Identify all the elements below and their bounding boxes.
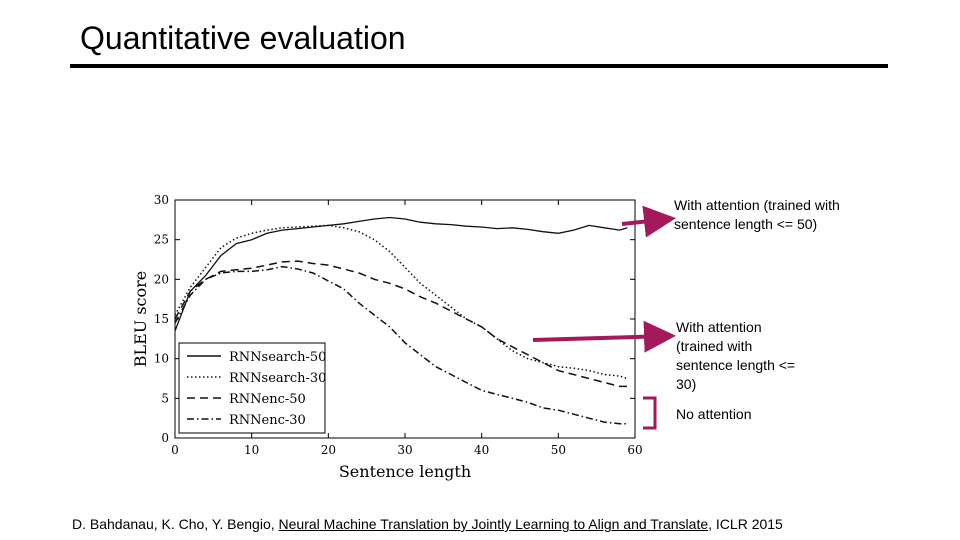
citation: D. Bahdanau, K. Cho, Y. Bengio, Neural M… (72, 516, 783, 532)
series-line-rnnenc-30 (174, 265, 628, 425)
legend-label: RNNenc-30 (229, 413, 306, 428)
y-tick-label: 15 (154, 312, 169, 326)
y-tick-label: 30 (154, 193, 169, 207)
x-axis-label: Sentence length (339, 462, 471, 481)
legend-label: RNNenc-50 (229, 392, 306, 407)
legend-label: RNNsearch-30 (229, 371, 326, 386)
series-line-rnnsearch-50 (174, 216, 628, 332)
title-underline (70, 64, 888, 68)
x-tick-label: 10 (244, 443, 259, 457)
series-line-rnnenc-50 (174, 260, 628, 388)
legend-box (178, 342, 326, 434)
series-line-rnnsearch-30 (174, 224, 628, 380)
y-axis-label: BLEU score (131, 271, 150, 368)
bleu-line-chart: 0 10 20 30 40 50 60 0 5 10 15 20 25 30 Sentence length… (131, 193, 643, 481)
arrow-rnnsearch30 (532, 320, 676, 353)
citation-authors: D. Bahdanau, K. Cho, Y. Bengio, (72, 516, 279, 532)
y-tick-label: 0 (161, 431, 169, 445)
slide-title: Quantitative evaluation (80, 20, 406, 56)
y-tick-label: 20 (154, 272, 169, 286)
annotation-rnnsearch50: With attention (trained with sentence le… (674, 197, 840, 232)
arrow-rnnsearch50 (621, 205, 676, 238)
y-tick-label: 25 (154, 233, 169, 247)
y-tick-label: 10 (154, 352, 169, 366)
legend-label: RNNsearch-50 (229, 350, 326, 365)
x-tick-label: 60 (627, 443, 642, 457)
x-tick-label: 40 (474, 443, 489, 457)
x-tick-label: 20 (321, 443, 336, 457)
x-tick-label: 0 (171, 443, 179, 457)
x-tick-label: 30 (397, 443, 412, 457)
citation-venue: , ICLR 2015 (708, 516, 783, 532)
annotation-no-attention: No attention (676, 406, 752, 422)
x-tick-label: 50 (551, 443, 566, 457)
paper-link[interactable]: Neural Machine Translation by Jointly Le… (278, 516, 709, 532)
y-tick-label: 5 (161, 391, 169, 405)
annotation-rnnsearch30: With attention (trained with sentence le… (676, 319, 796, 392)
bracket-no-attention (643, 396, 657, 430)
